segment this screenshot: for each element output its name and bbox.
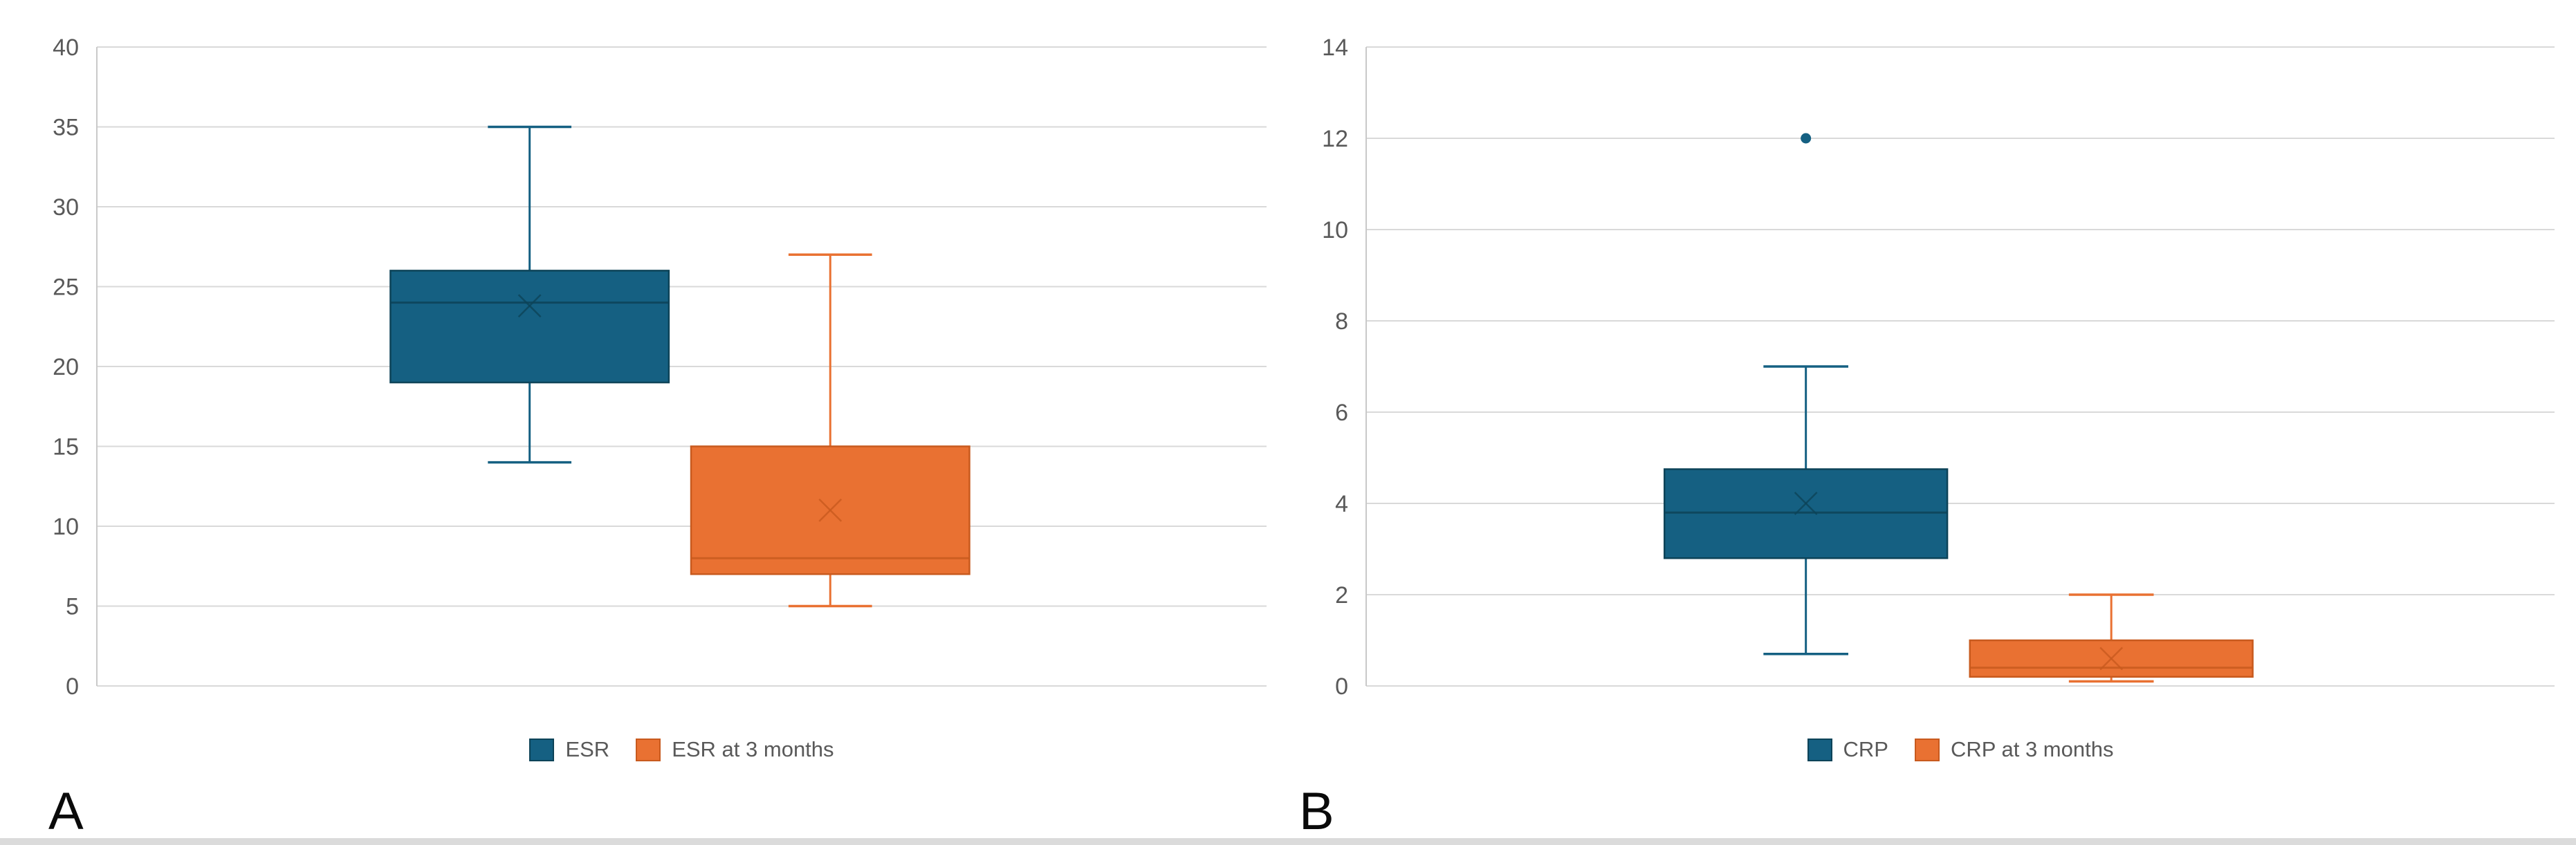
y-tick-label: 10: [53, 514, 79, 540]
mean-x-marker: [1794, 492, 1818, 515]
bottom-edge-strip: [0, 838, 2576, 845]
y-tick-label: 8: [1335, 308, 1348, 335]
legend-label-crp: CRP: [1843, 737, 1888, 761]
y-tick-label: 12: [1322, 126, 1348, 152]
y-tick-label: 4: [1335, 491, 1348, 517]
y-tick-label: 14: [1322, 35, 1348, 61]
legend-item-esr-3-months: ESR at 3 months: [636, 737, 834, 762]
boxplot-chart-esr: 0 5 10 15 20 25 30 35 40: [53, 35, 1267, 700]
legend-swatch-esr-3-months: [636, 738, 661, 761]
legend-item-esr: ESR: [529, 737, 609, 762]
panel-label-b: B: [1299, 782, 1334, 841]
panel-b: 0 2 4 6 8 10 12 14 CRP CRP at 3 months B: [1288, 0, 2576, 845]
y-tick-label: 40: [53, 35, 79, 61]
legend-item-crp-3-months: CRP at 3 months: [1914, 737, 2114, 762]
legend-swatch-crp: [1807, 738, 1832, 761]
legend-label-esr: ESR: [565, 737, 610, 761]
y-tick-label: 0: [1335, 674, 1348, 700]
legend-label-crp-3-months: CRP at 3 months: [1950, 737, 2114, 761]
legend-swatch-esr: [529, 738, 555, 761]
boxplot-chart-crp: 0 2 4 6 8 10 12 14: [1322, 35, 2555, 700]
panel-label-a: A: [48, 782, 84, 841]
y-tick-label: 30: [53, 194, 79, 221]
iqr-box-0: [389, 270, 670, 384]
mean-x-marker: [818, 499, 843, 522]
iqr-box-0: [1663, 468, 1949, 559]
outlier-point: [1801, 133, 1812, 144]
legend-item-crp: CRP: [1807, 737, 1888, 762]
y-tick-label: 20: [53, 354, 79, 380]
mean-x-marker: [517, 294, 542, 318]
legend-label-esr-3-months: ESR at 3 months: [672, 737, 834, 761]
y-tick-label: 10: [1322, 217, 1348, 243]
panel-a: 0 5 10 15 20 25 30 35 40 ESR ESR at 3 months A: [48, 35, 1267, 841]
y-tick-label: 6: [1335, 400, 1348, 426]
y-tick-label: 35: [53, 115, 79, 141]
y-tick-label: 15: [53, 434, 79, 461]
y-tick-label: 2: [1335, 582, 1348, 609]
y-tick-label: 0: [66, 674, 79, 700]
y-tick-label: 25: [53, 275, 79, 301]
legend-a: ESR ESR at 3 months: [97, 737, 1267, 762]
legend-swatch-crp-3-months: [1914, 738, 1940, 761]
legend-b: CRP CRP at 3 months: [1366, 737, 2555, 762]
mean-x-marker: [2099, 647, 2124, 671]
y-tick-label: 5: [66, 594, 79, 620]
